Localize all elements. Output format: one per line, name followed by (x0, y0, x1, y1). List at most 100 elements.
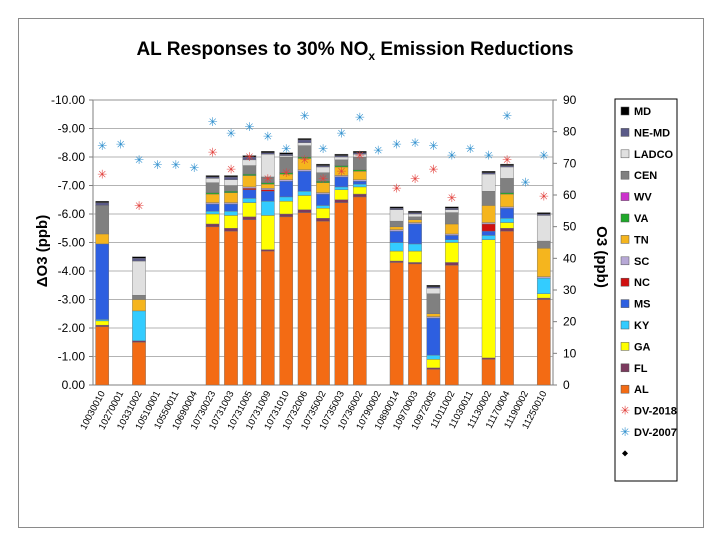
right-tick-label: 90 (563, 93, 577, 107)
bar-segment-ga (242, 202, 257, 218)
bar-segment-ladco (426, 287, 441, 295)
chart: AL Responses to 30% NOx Emission Reducti… (34, 39, 678, 482)
bar-segment-ne-md (481, 172, 496, 175)
marker-dv-2018: ✳ (392, 182, 402, 196)
marker-dv-2007: ✳ (428, 139, 438, 153)
bar-segment-cen (132, 295, 146, 300)
left-tick-label: -2.00 (58, 321, 86, 335)
left-tick-label: 0.00 (62, 378, 86, 392)
bar-segment-ga (95, 320, 110, 326)
bar-segment-al (481, 359, 496, 386)
bar-segment-md (426, 285, 441, 287)
legend-label: GA (634, 341, 651, 353)
bar-segment-md (352, 151, 367, 153)
marker-dv-2007: ✳ (484, 148, 494, 162)
legend-swatch-cen (620, 170, 630, 180)
bar-segment-ky (334, 186, 349, 190)
bar-segment-ga (500, 222, 514, 229)
bar-segment-md (316, 163, 330, 166)
bar-segment-ga (481, 239, 496, 359)
marker-dv-2018: ✳ (318, 172, 328, 186)
bar-segment-ne-md (205, 176, 220, 179)
bar-segment-md (408, 210, 422, 213)
left-tick-label: -9.00 (58, 122, 86, 136)
bar-segment-fl (481, 357, 496, 360)
bar-segment-al (536, 299, 551, 386)
legend-marker-dv-2018: ✳ (620, 404, 630, 418)
bar-segment-al (279, 216, 294, 386)
legend-swatch-va (620, 213, 630, 223)
bar-segment-ms (242, 189, 257, 199)
marker-dv-2007: ✳ (189, 161, 199, 175)
marker-dv-2007: ✳ (465, 142, 475, 156)
bar-segment-va (352, 169, 367, 172)
bar-segment-ladco (536, 215, 551, 242)
bar-segment-sc (500, 206, 514, 209)
legend-label: KY (634, 320, 650, 332)
bar-segment-tn (500, 193, 514, 208)
left-tick-label: -1.00 (58, 350, 86, 364)
marker-dv-2018: ✳ (502, 153, 512, 167)
bar-segment-al (389, 262, 404, 386)
bar-segment-fl (242, 216, 257, 220)
bar-segment-al (426, 369, 441, 386)
legend-swatch-ga (620, 342, 630, 351)
bar-segment-al (500, 230, 514, 386)
bar-segment-ms (205, 203, 220, 212)
bar-segment-al (242, 219, 257, 386)
marker-dv-2007: ✳ (226, 126, 236, 140)
marker-dv-2018: ✳ (447, 191, 457, 205)
bar-segment-ky (279, 196, 294, 202)
bar-segment-fl (426, 367, 441, 370)
bar-segment-cen (444, 212, 459, 225)
bar-segment-fl (444, 262, 459, 266)
legend-box (614, 98, 678, 482)
bar-segment-tn (242, 175, 257, 188)
bar-segment-tn (481, 205, 496, 223)
legend-swatch-wv (620, 192, 630, 201)
marker-dv-2007: ✳ (502, 109, 512, 123)
bar-segment-md (389, 206, 404, 209)
bar-segment-ne-md (297, 139, 312, 143)
bar-segment-tn (132, 299, 146, 312)
bar-segment-ky (242, 198, 257, 203)
legend-swatch-ms (620, 299, 630, 308)
bar-segment-ms (408, 223, 422, 245)
bar-segment-ne-md (334, 155, 349, 158)
bar-segment-ladco (444, 209, 459, 213)
bar-segment-ladco (389, 209, 404, 222)
bar-segment-ky (389, 242, 404, 252)
marker-dv-2018: ✳ (355, 148, 365, 162)
right-tick-label: 50 (563, 220, 577, 234)
marker-dv-2018: ✳ (134, 199, 144, 213)
bar-segment-fl (95, 324, 110, 327)
bar-segment-sc (352, 179, 367, 182)
bar-segment-ms (334, 176, 349, 188)
legend-swatch-md (620, 106, 630, 116)
bar-segment-cen (224, 185, 238, 192)
left-tick-label: -6.00 (58, 207, 86, 221)
bar-segment-ga (224, 215, 238, 229)
right-tick-label: 20 (563, 315, 577, 329)
bar-segment-fl (297, 209, 312, 213)
bar-segment-ga (279, 200, 294, 215)
marker-dv-2018: ✳ (300, 153, 310, 167)
bar-segment-ne-md (224, 176, 238, 180)
bar-segment-cen (389, 220, 404, 228)
legend-label: MD (634, 106, 651, 118)
bar-segment-ky (316, 205, 330, 209)
bar-segment-ms (500, 208, 514, 219)
bar-segment-ladco (132, 260, 146, 296)
bar-segment-al (224, 230, 238, 386)
bar-segment-ky (224, 210, 238, 216)
marker-dv-2018: ✳ (336, 164, 346, 178)
bar-segment-sc (481, 222, 496, 225)
bar-segment-tn (426, 313, 441, 317)
marker-dv-2007: ✳ (134, 153, 144, 167)
marker-dv-2007: ✳ (336, 126, 346, 140)
right-tick-label: 40 (563, 251, 577, 265)
bar-segment-fl (536, 297, 551, 300)
bar-segment-sc (224, 202, 238, 205)
bar-segment-sc (426, 316, 441, 319)
bar-segment-fl (279, 213, 294, 218)
